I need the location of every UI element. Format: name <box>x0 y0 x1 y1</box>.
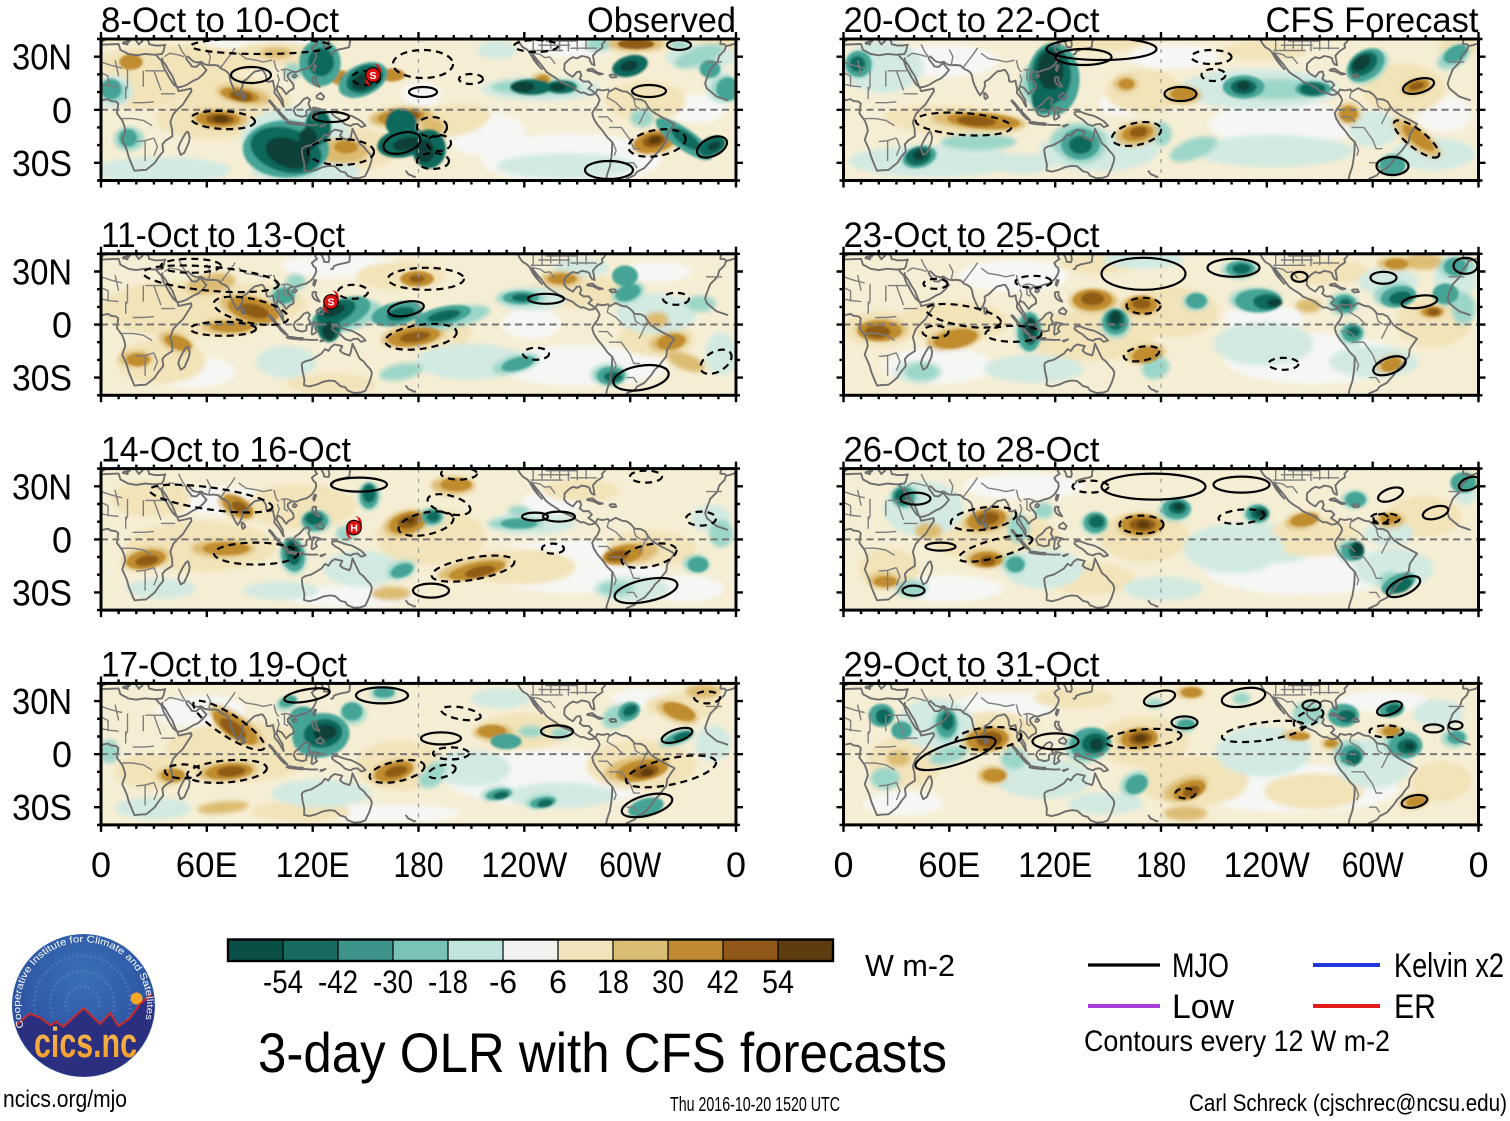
svg-text:S: S <box>369 70 376 82</box>
svg-text:23-Oct to 25-Oct: 23-Oct to 25-Oct <box>844 216 1100 255</box>
svg-text:0: 0 <box>52 305 72 346</box>
svg-text:30S: 30S <box>12 358 72 399</box>
svg-text:54: 54 <box>762 964 794 1000</box>
svg-text:30N: 30N <box>12 252 72 293</box>
svg-text:120E: 120E <box>276 846 350 885</box>
svg-text:120W: 120W <box>1224 846 1310 885</box>
svg-text:120E: 120E <box>1018 846 1092 885</box>
svg-text:cics.nc: cics.nc <box>34 1019 137 1066</box>
svg-text:30N: 30N <box>12 681 72 722</box>
svg-text:11-Oct to 13-Oct: 11-Oct to 13-Oct <box>101 216 345 255</box>
svg-text:30N: 30N <box>12 37 72 78</box>
svg-text:-18: -18 <box>428 964 468 1000</box>
svg-text:60W: 60W <box>1342 846 1404 885</box>
svg-text:18: 18 <box>597 964 629 1000</box>
svg-text:0: 0 <box>834 846 854 885</box>
svg-text:0: 0 <box>52 734 72 775</box>
svg-text:Observed: Observed <box>587 1 736 40</box>
svg-text:60E: 60E <box>176 846 238 885</box>
svg-text:180: 180 <box>394 846 444 885</box>
svg-text:ncics.org/mjo: ncics.org/mjo <box>3 1086 127 1113</box>
svg-text:14-Oct to 16-Oct: 14-Oct to 16-Oct <box>101 431 351 470</box>
svg-text:Contours every 12 W m-2: Contours every 12 W m-2 <box>1084 1025 1390 1058</box>
svg-text:120W: 120W <box>481 846 567 885</box>
svg-text:W m-2: W m-2 <box>865 948 955 983</box>
svg-text:8-Oct to 10-Oct: 8-Oct to 10-Oct <box>101 1 339 40</box>
svg-text:-6: -6 <box>489 964 517 1000</box>
svg-text:3-day OLR with CFS forecasts: 3-day OLR with CFS forecasts <box>258 1021 947 1084</box>
svg-text:20-Oct to 22-Oct: 20-Oct to 22-Oct <box>844 1 1100 40</box>
svg-text:17-Oct to 19-Oct: 17-Oct to 19-Oct <box>101 645 347 684</box>
svg-text:H: H <box>350 522 358 534</box>
svg-text:0: 0 <box>726 846 746 885</box>
svg-text:26-Oct to 28-Oct: 26-Oct to 28-Oct <box>844 431 1100 470</box>
svg-text:42: 42 <box>707 964 739 1000</box>
svg-text:0: 0 <box>1469 846 1489 885</box>
svg-text:-30: -30 <box>373 964 413 1000</box>
svg-text:30: 30 <box>652 964 684 1000</box>
svg-text:30N: 30N <box>12 466 72 507</box>
svg-text:Kelvin x2: Kelvin x2 <box>1394 947 1504 985</box>
svg-text:CFS Forecast: CFS Forecast <box>1266 1 1479 40</box>
svg-text:Carl Schreck (cjschrec@ncsu.ed: Carl Schreck (cjschrec@ncsu.edu) <box>1189 1090 1507 1117</box>
svg-text:30S: 30S <box>12 572 72 613</box>
svg-text:30S: 30S <box>12 787 72 828</box>
svg-text:30S: 30S <box>12 143 72 184</box>
svg-text:60E: 60E <box>918 846 980 885</box>
svg-text:180: 180 <box>1136 846 1186 885</box>
svg-text:ER: ER <box>1394 988 1436 1026</box>
svg-text:0: 0 <box>91 846 111 885</box>
svg-text:0: 0 <box>52 519 72 560</box>
svg-text:0: 0 <box>52 90 72 131</box>
svg-text:60W: 60W <box>599 846 661 885</box>
svg-text:-42: -42 <box>318 964 358 1000</box>
svg-text:Thu 2016-10-20 1520 UTC: Thu 2016-10-20 1520 UTC <box>670 1094 840 1116</box>
svg-text:Low: Low <box>1172 988 1234 1026</box>
svg-text:S: S <box>327 297 334 309</box>
svg-text:29-Oct to 31-Oct: 29-Oct to 31-Oct <box>844 645 1100 684</box>
svg-text:MJO: MJO <box>1172 947 1229 985</box>
svg-text:-54: -54 <box>263 964 303 1000</box>
svg-text:6: 6 <box>549 964 567 1000</box>
